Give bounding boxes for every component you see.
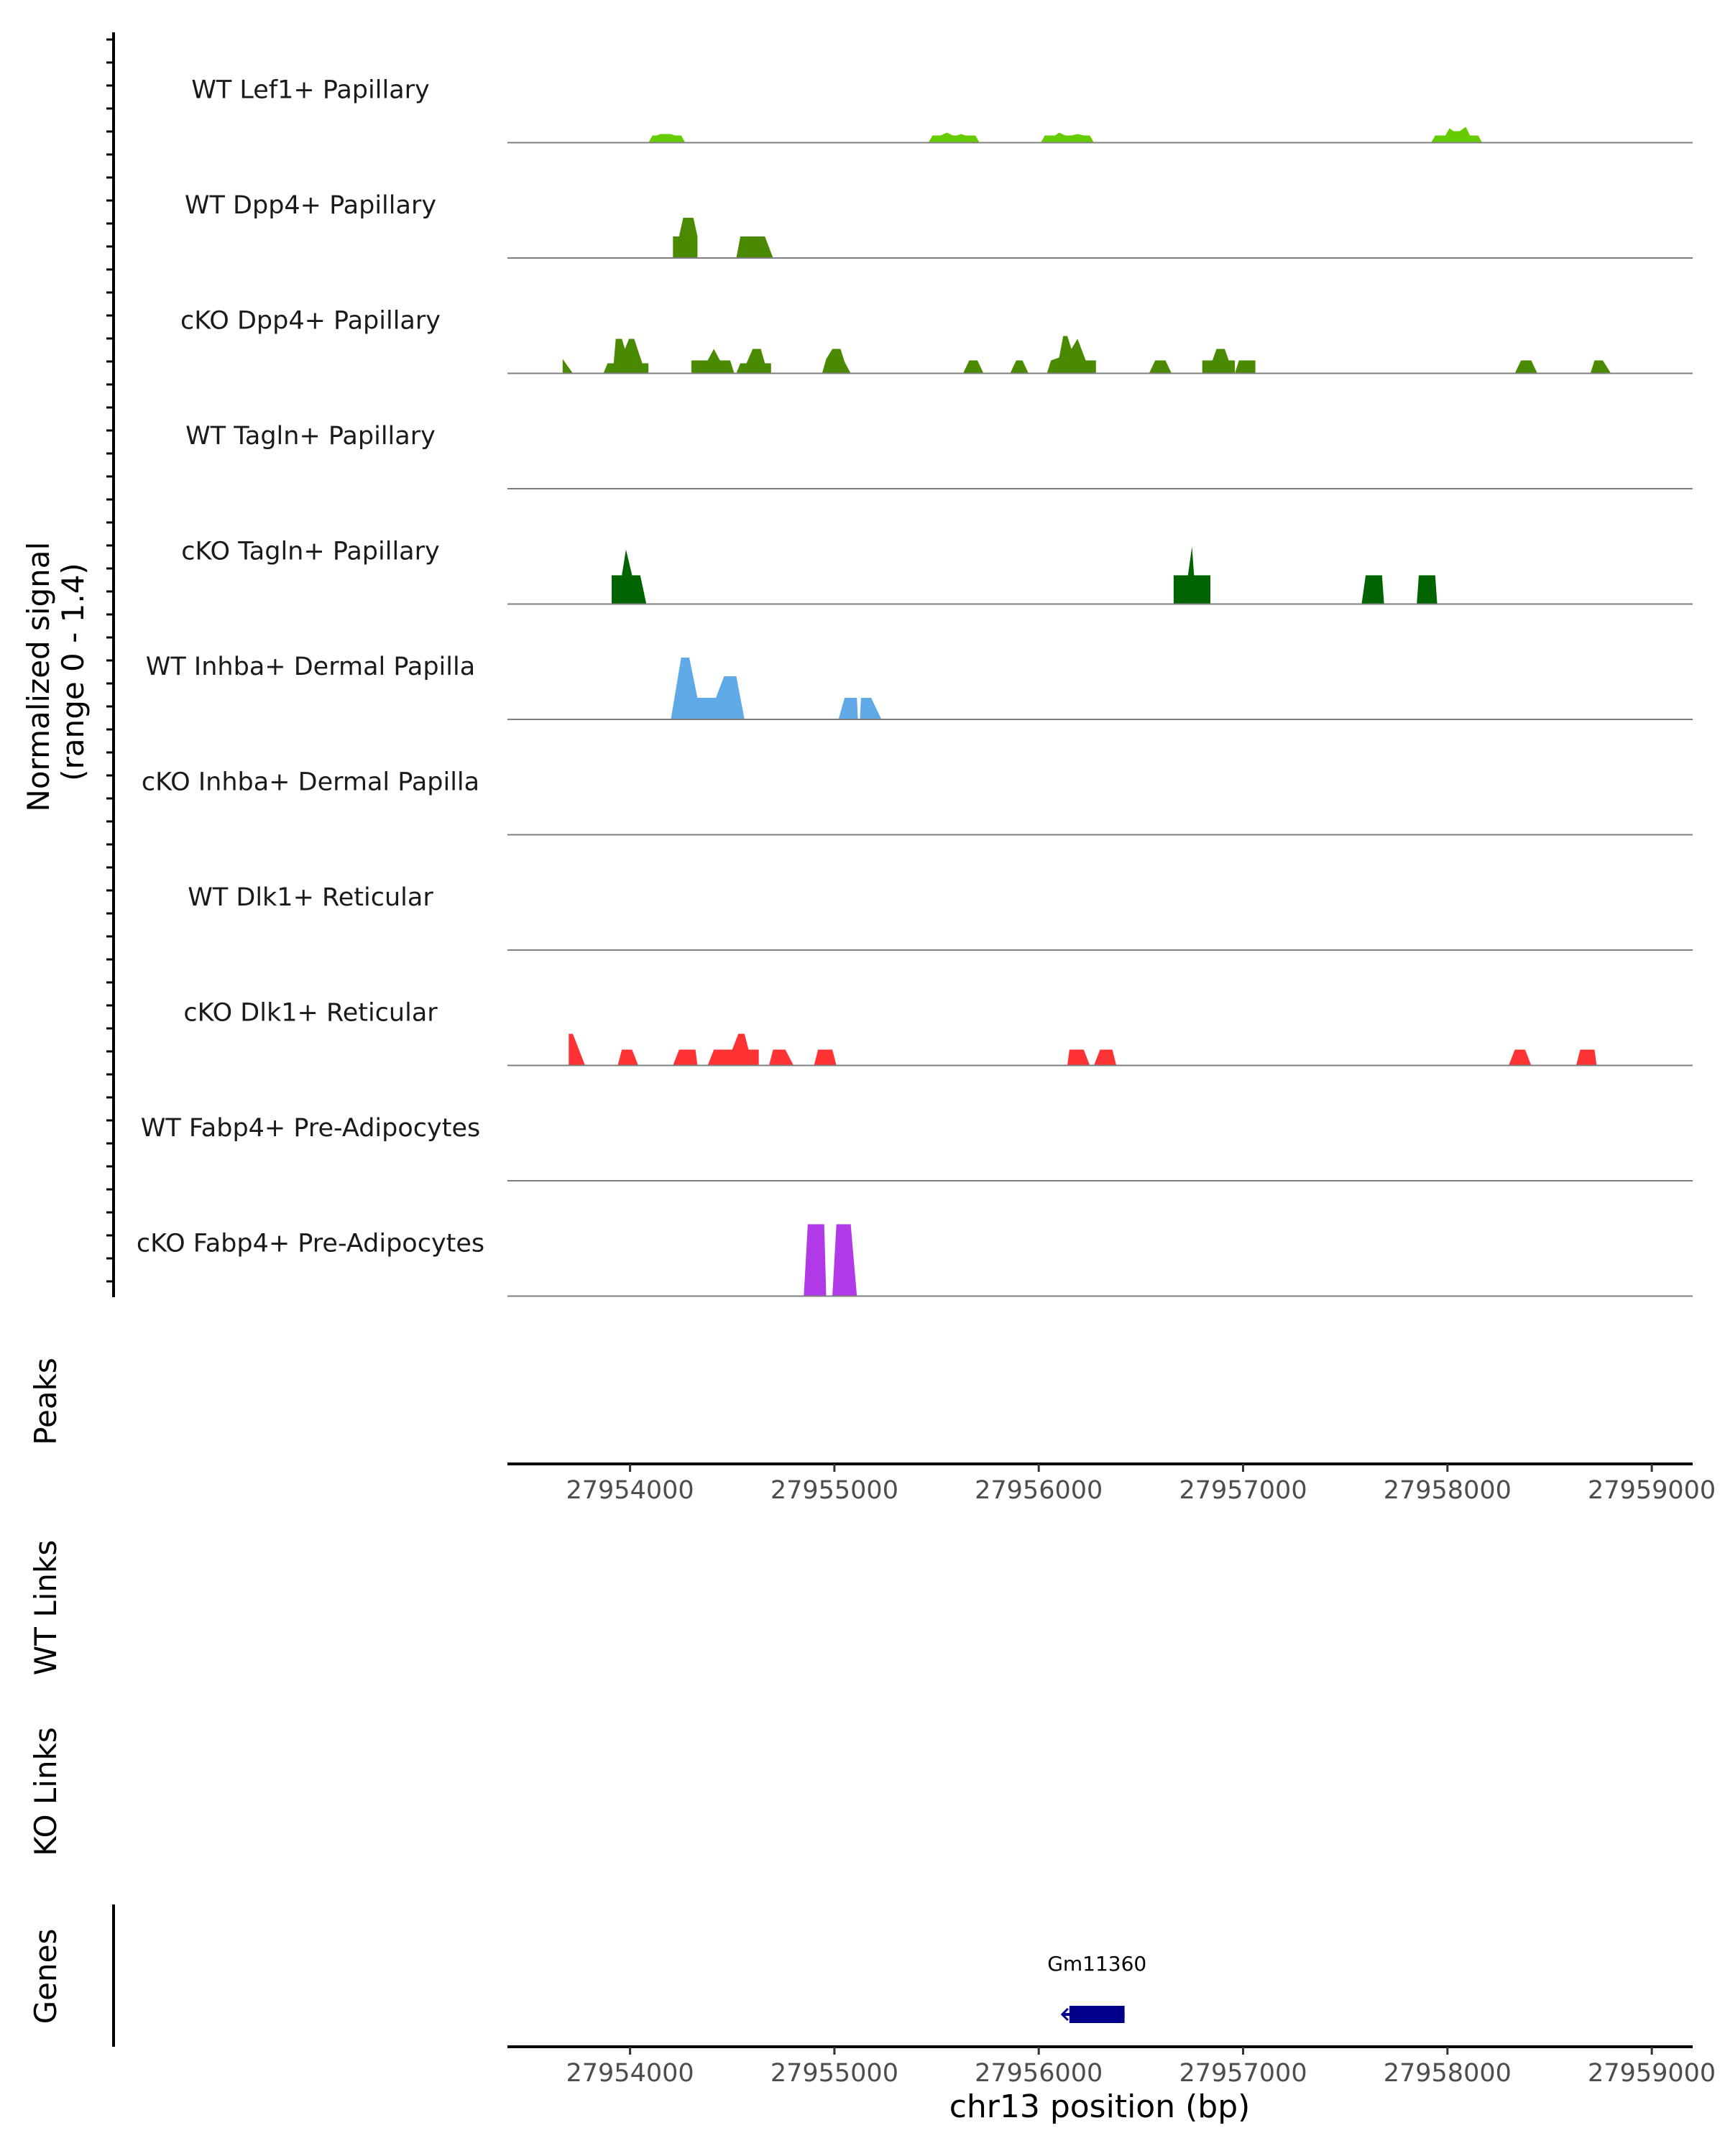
- genes-panel: Genes Gm11360 27954000 27955000 27956000 27…: [28, 1904, 1716, 2125]
- track-label: cKO Fabp4+ Pre-Adipocytes: [137, 1230, 484, 1258]
- gene: Gm11360: [1047, 1952, 1146, 2023]
- track-label: WT Dpp4+ Papillary: [185, 191, 436, 220]
- x-tick-label: 27955000: [770, 1476, 898, 1505]
- x-tick-label: 27959000: [1588, 1476, 1716, 1505]
- track: cKO Dpp4+ Papillary: [180, 307, 1693, 374]
- genes-label: Genes: [28, 1929, 63, 2024]
- peaks-panel: Peaks 27954000 27955000 27956000 27957000 27…: [28, 1358, 1716, 1505]
- track: WT Fabp4+ Pre-Adipocytes: [141, 1114, 1693, 1181]
- wt-links-label: WT Links: [28, 1540, 63, 1675]
- signal-y-label-line2: (range 0 - 1.4): [55, 563, 91, 781]
- x-tick-label: 27954000: [566, 2059, 694, 2088]
- track: WT Tagln+ Papillary: [185, 422, 1693, 489]
- track-label: WT Fabp4+ Pre-Adipocytes: [141, 1114, 480, 1143]
- track-label: WT Tagln+ Papillary: [185, 422, 436, 451]
- track: WT Dlk1+ Reticular: [188, 883, 1693, 951]
- track: cKO Dlk1+ Reticular: [183, 999, 1693, 1067]
- signal-y-label-line1: Normalized signal: [21, 542, 56, 812]
- gene-label: Gm11360: [1047, 1952, 1146, 1976]
- ko-links-label: KO Links: [28, 1727, 63, 1856]
- signal-area: [612, 546, 1438, 604]
- tracks: WT Lef1+ Papillary WT Dpp4+ Papillary cKO …: [137, 76, 1693, 1297]
- genes-x-ticks: 27954000 27955000 27956000 27957000 27958000…: [566, 2047, 1716, 2088]
- signal-area: [562, 336, 1611, 374]
- signal-area: [648, 126, 1483, 143]
- x-tick-label: 27955000: [770, 2059, 898, 2088]
- peaks-x-ticks: 27954000 27955000 27956000 27957000 27958000…: [566, 1464, 1716, 1505]
- x-tick-label: 27959000: [1588, 2059, 1716, 2088]
- signal-panel: Normalized signal (range 0 - 1.4) WT Lef…: [21, 32, 1693, 1297]
- x-tick-label: 27956000: [975, 1476, 1103, 1505]
- gene-strand-arrow: [1060, 2007, 1069, 2022]
- peaks-label: Peaks: [28, 1358, 63, 1445]
- signal-area: [569, 1033, 1597, 1066]
- links-panels: WT Links KO Links: [28, 1540, 63, 1856]
- signal-y-label: Normalized signal (range 0 - 1.4): [21, 532, 91, 811]
- track: WT Dpp4+ Papillary: [185, 191, 1693, 259]
- x-tick-label: 27957000: [1179, 1476, 1307, 1505]
- track: cKO Fabp4+ Pre-Adipocytes: [137, 1224, 1693, 1297]
- x-tick-label: 27954000: [566, 1476, 694, 1505]
- track-label: WT Dlk1+ Reticular: [188, 883, 433, 912]
- track-label: cKO Dlk1+ Reticular: [183, 999, 438, 1028]
- x-axis-label: chr13 position (bp): [949, 2088, 1251, 2125]
- track: WT Lef1+ Papillary: [191, 76, 1693, 144]
- x-tick-label: 27958000: [1384, 2059, 1512, 2088]
- track-label: cKO Tagln+ Papillary: [181, 538, 440, 566]
- x-tick-label: 27956000: [975, 2059, 1103, 2088]
- genes-marks: Gm11360: [1047, 1952, 1146, 2023]
- track: WT Inhba+ Dermal Papilla: [146, 653, 1693, 720]
- x-tick-label: 27958000: [1384, 1476, 1512, 1505]
- track-label: cKO Inhba+ Dermal Papilla: [142, 768, 479, 797]
- signal-area: [673, 218, 773, 258]
- signal-y-ticks: [106, 38, 114, 1283]
- track-label: WT Inhba+ Dermal Papilla: [146, 653, 475, 681]
- track: cKO Inhba+ Dermal Papilla: [142, 768, 1693, 836]
- x-tick-label: 27957000: [1179, 2059, 1307, 2088]
- signal-area: [804, 1224, 857, 1296]
- signal-area: [671, 658, 882, 719]
- track-label: WT Lef1+ Papillary: [191, 76, 430, 105]
- gene-exon: [1069, 2006, 1125, 2023]
- track-label: cKO Dpp4+ Papillary: [180, 307, 441, 336]
- track: cKO Tagln+ Papillary: [181, 538, 1693, 605]
